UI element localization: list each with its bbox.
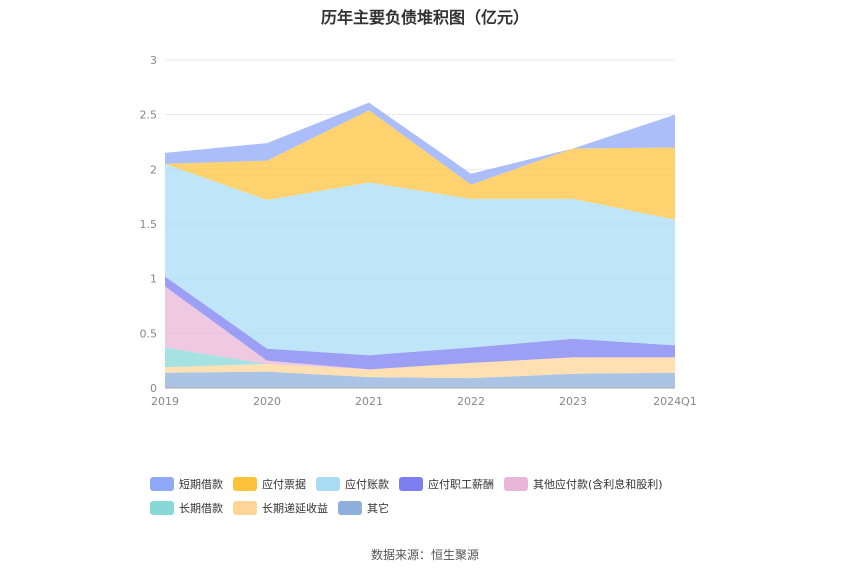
x-tick-label: 2024Q1 (653, 395, 697, 408)
y-tick-label: 3 (150, 54, 157, 67)
legend-row: 短期借款 应付票据 应付账款 应付职工薪酬 其他应付款(含利息和股利) (150, 472, 750, 496)
legend-swatch (233, 477, 257, 491)
stacked-area-chart: 0 0.5 1 1.5 2 2.5 3 2019 2020 2021 2022 2023 2024Q1 (140, 54, 697, 408)
legend-item[interactable]: 长期递延收益 (233, 500, 328, 516)
y-tick-label: 0.5 (140, 327, 158, 340)
legend-label: 短期借款 (179, 478, 223, 491)
legend-swatch (338, 501, 362, 515)
legend-item[interactable]: 应付账款 (316, 476, 389, 492)
legend-item[interactable]: 应付职工薪酬 (399, 476, 494, 492)
legend-row: 长期借款 长期递延收益 其它 (150, 496, 750, 520)
data-source: 数据来源：恒生聚源 (370, 548, 479, 562)
y-tick-label: 1 (150, 273, 157, 286)
legend-item[interactable]: 其它 (338, 500, 389, 516)
area-series-4 (165, 276, 675, 370)
legend-label: 长期借款 (179, 502, 223, 515)
legend-item[interactable]: 长期借款 (150, 500, 223, 516)
legend-item[interactable]: 短期借款 (150, 476, 223, 492)
legend-item[interactable]: 应付票据 (233, 476, 306, 492)
legend-label: 其它 (367, 502, 389, 515)
legend-swatch (504, 477, 528, 491)
x-tick-label: 2020 (253, 395, 281, 408)
y-tick-label: 2 (150, 163, 157, 176)
x-tick-label: 2023 (559, 395, 587, 408)
legend-swatch (150, 501, 174, 515)
area-series-7 (165, 102, 675, 185)
legend-swatch (233, 501, 257, 515)
chart-legend: 短期借款 应付票据 应付账款 应付职工薪酬 其他应付款(含利息和股利) 长期借款 长期递延收… (150, 472, 750, 520)
y-tick-label: 0 (150, 382, 157, 395)
legend-label: 应付票据 (262, 478, 306, 491)
x-tick-label: 2019 (151, 395, 179, 408)
legend-item[interactable]: 其他应付款(含利息和股利) (504, 476, 663, 492)
legend-label: 应付账款 (345, 478, 389, 491)
area-series-0 (165, 371, 675, 388)
x-tick-label: 2022 (457, 395, 485, 408)
area-series-6 (165, 110, 675, 220)
legend-label: 其他应付款(含利息和股利) (533, 478, 663, 491)
legend-label: 应付职工薪酬 (428, 478, 494, 491)
x-tick-label: 2021 (355, 395, 383, 408)
legend-swatch (316, 477, 340, 491)
y-tick-label: 1.5 (140, 218, 158, 231)
area-series-1 (165, 357, 675, 379)
legend-swatch (399, 477, 423, 491)
chart-title: 历年主要负债堆积图（亿元） (320, 8, 529, 27)
legend-swatch (150, 477, 174, 491)
y-tick-label: 2.5 (140, 109, 158, 122)
area-series-5 (165, 163, 675, 356)
legend-label: 长期递延收益 (262, 502, 328, 515)
